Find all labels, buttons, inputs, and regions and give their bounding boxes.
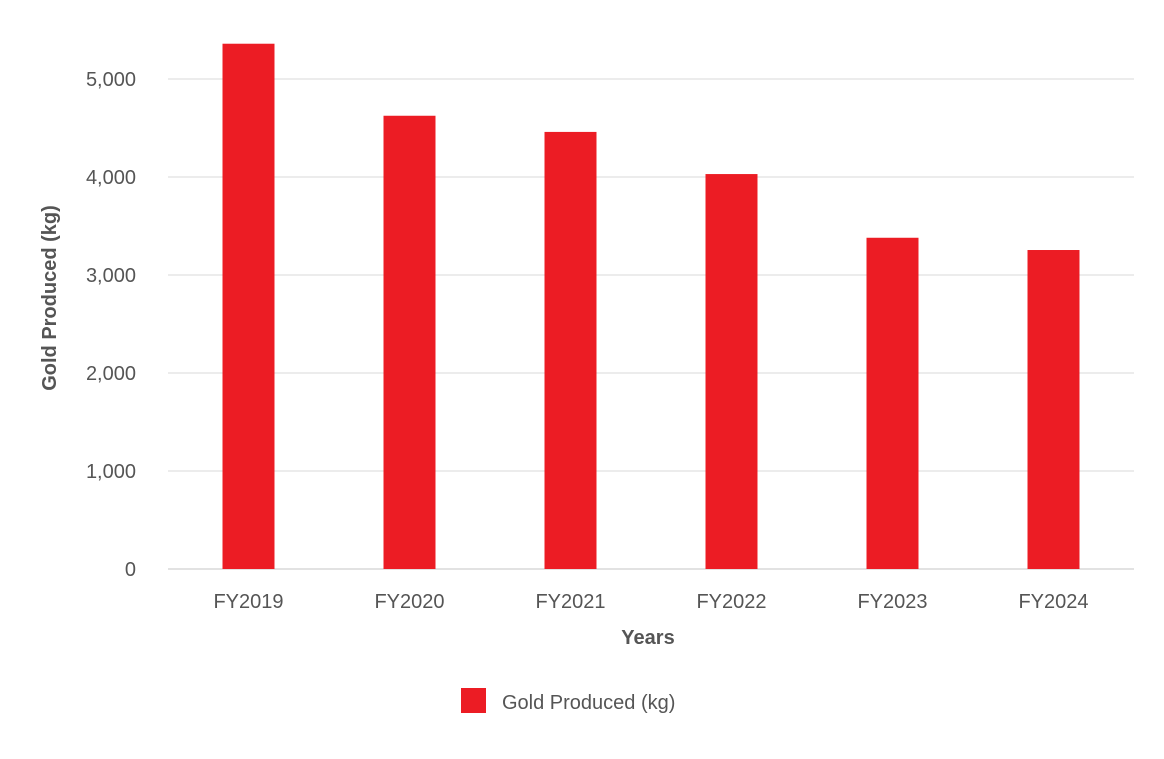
bar-fy2021[interactable] [544,131,597,570]
y-tick-label: 0 [125,559,136,581]
y-axis-title: Gold Produced (kg) [39,205,61,391]
y-tick-label: 1,000 [86,461,136,483]
x-tick-label: FY2019 [213,591,283,613]
bar-fy2020[interactable] [383,115,436,569]
bars [222,43,1080,570]
bar-fy2022[interactable] [705,174,758,569]
bar-fy2019[interactable] [222,43,275,570]
x-axis-title: Years [621,627,674,649]
x-tick-label: FY2020 [374,591,444,613]
x-axis-ticks: FY2019 FY2020 FY2021 FY2022 FY2023 FY2024 [213,591,1088,613]
y-tick-label: 5,000 [86,69,136,91]
bar-fy2024[interactable] [1027,250,1080,569]
y-tick-label: 2,000 [86,363,136,385]
legend: Gold Produced (kg) [461,688,675,714]
x-tick-label: FY2023 [857,591,927,613]
legend-label: Gold Produced (kg) [502,692,675,714]
gridlines [168,78,1134,570]
y-tick-label: 4,000 [86,167,136,189]
y-tick-label: 3,000 [86,265,136,287]
x-tick-label: FY2022 [696,591,766,613]
bar-fy2023[interactable] [866,237,919,569]
x-tick-label: FY2021 [535,591,605,613]
legend-swatch [461,688,486,713]
x-tick-label: FY2024 [1018,591,1088,613]
y-axis-ticks: 0 1,000 2,000 3,000 4,000 5,000 [86,69,136,581]
